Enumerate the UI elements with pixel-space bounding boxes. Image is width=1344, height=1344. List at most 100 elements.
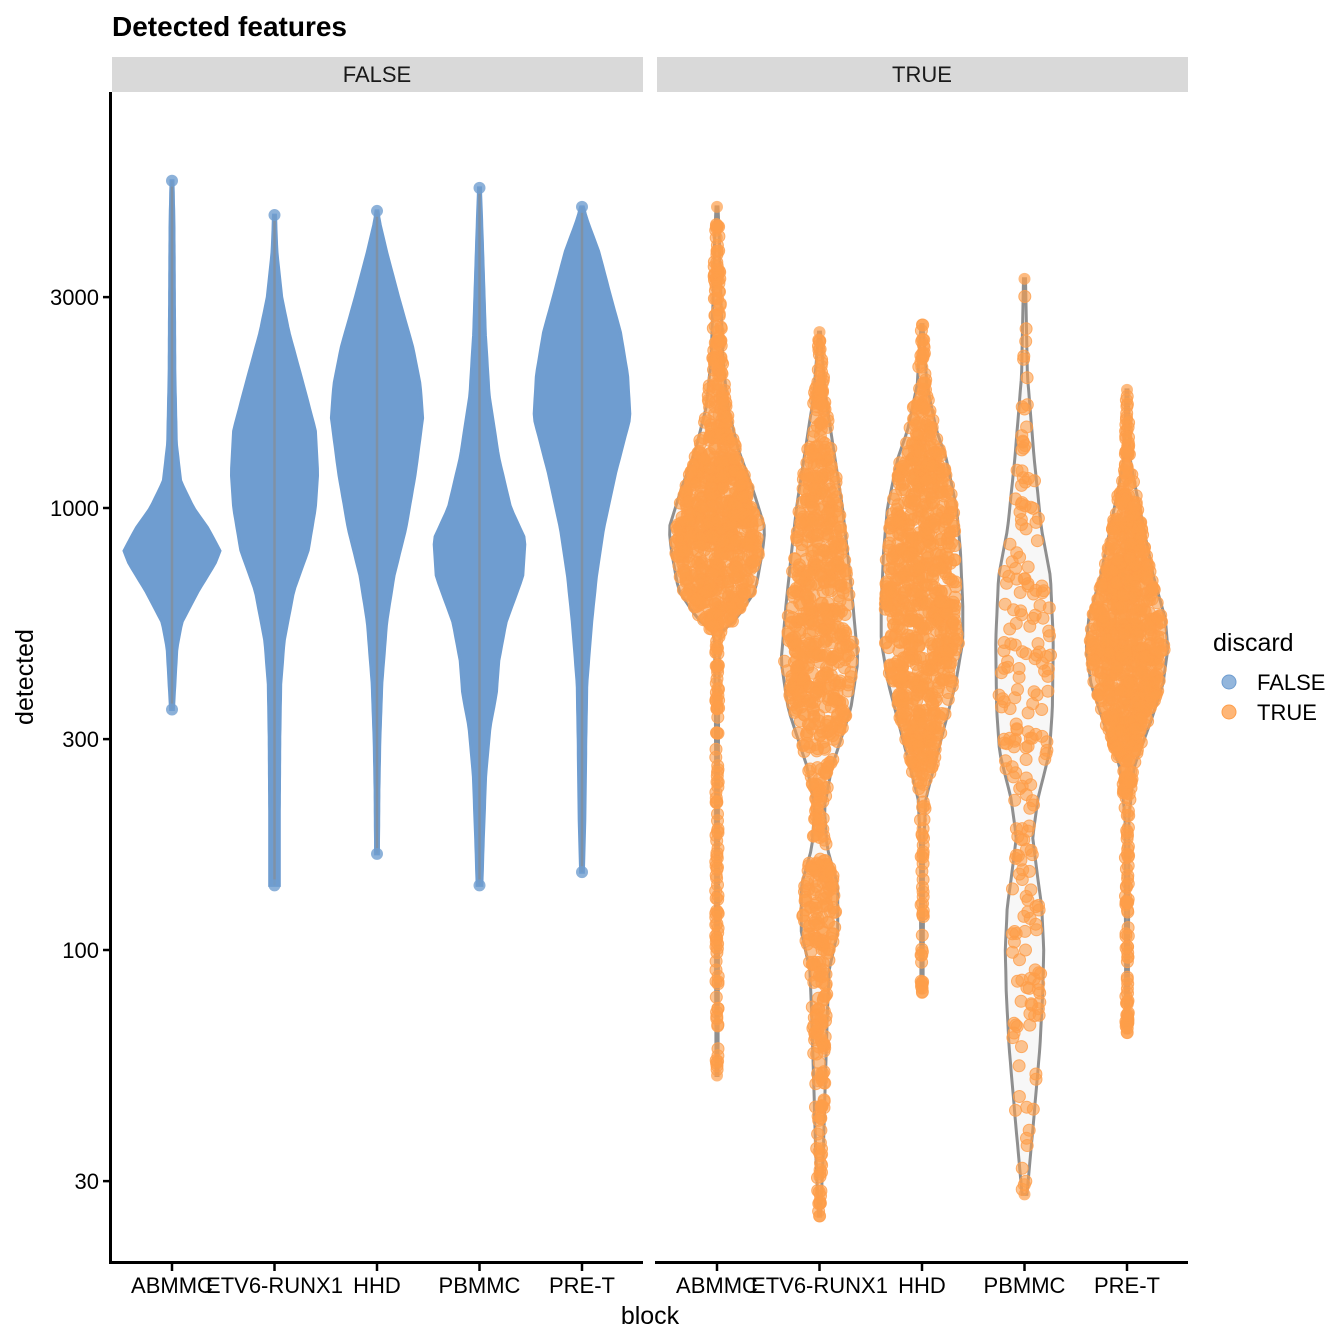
data-point: [942, 540, 956, 554]
data-point: [711, 377, 725, 391]
data-point: [683, 530, 697, 544]
data-point: [1110, 576, 1123, 590]
data-point: [1034, 967, 1048, 981]
data-point: [710, 796, 724, 809]
data-point: [812, 339, 825, 353]
data-point: [268, 209, 281, 222]
data-point: [1099, 632, 1113, 646]
data-point: [711, 775, 725, 789]
data-point: [805, 777, 819, 791]
data-point: [711, 905, 725, 919]
data-point: [708, 357, 721, 371]
data-point: [803, 638, 817, 652]
data-point: [1114, 600, 1128, 614]
data-point: [1149, 689, 1163, 703]
data-point: [817, 602, 831, 615]
data-point: [706, 607, 720, 621]
data-point: [1008, 691, 1022, 705]
data-point: [920, 507, 934, 521]
data-point: [1000, 737, 1014, 751]
data-point: [1020, 981, 1034, 995]
data-point: [929, 563, 943, 577]
data-point: [1023, 801, 1037, 815]
data-point: [916, 800, 930, 814]
chart-title: Detected features: [112, 11, 347, 42]
plot-area: [122, 174, 1171, 1223]
data-point: [1012, 1090, 1026, 1103]
x-tick-label: PBMMC: [439, 1273, 521, 1298]
data-point: [1119, 927, 1133, 941]
data-point: [726, 432, 740, 446]
data-point: [805, 862, 819, 876]
data-point: [1121, 895, 1135, 909]
data-point: [709, 694, 723, 708]
data-point: [1121, 383, 1133, 396]
data-point: [711, 826, 725, 840]
legend-label-true: TRUE: [1257, 700, 1317, 725]
data-point: [824, 865, 837, 879]
data-point: [725, 614, 739, 628]
data-point: [1042, 624, 1056, 638]
data-point: [941, 692, 955, 706]
data-point: [936, 465, 950, 479]
data-point: [1012, 1059, 1026, 1073]
data-point: [916, 857, 930, 871]
data-point: [1143, 701, 1157, 715]
data-point: [886, 513, 900, 527]
data-point: [711, 514, 725, 528]
data-point: [711, 546, 725, 560]
data-point: [1019, 943, 1032, 957]
y-tick-label: 300: [62, 727, 99, 752]
data-point: [813, 1167, 827, 1181]
data-point: [1010, 463, 1024, 477]
data-point: [885, 550, 899, 564]
data-point: [1018, 402, 1031, 416]
data-point: [1025, 998, 1039, 1012]
data-point: [1035, 586, 1049, 600]
x-tick-label: ETV6-RUNX1: [206, 1273, 343, 1298]
data-point: [810, 458, 824, 472]
data-point: [1013, 550, 1027, 564]
data-point: [709, 659, 723, 673]
data-point: [822, 681, 836, 695]
x-tick-label: PBMMC: [984, 1273, 1066, 1298]
data-point: [1023, 1018, 1037, 1032]
data-point: [905, 531, 919, 545]
data-point: [1107, 525, 1121, 539]
data-point: [833, 594, 847, 608]
data-point: [1032, 903, 1046, 917]
data-point: [710, 1056, 724, 1070]
data-point: [817, 544, 831, 558]
data-point: [821, 942, 835, 956]
data-point: [737, 587, 751, 601]
data-point: [576, 200, 588, 213]
data-point: [841, 684, 855, 698]
data-point: [793, 596, 807, 610]
legend-key-false: [1221, 674, 1237, 690]
data-point: [711, 1069, 723, 1082]
data-point: [732, 548, 746, 562]
data-point: [1008, 793, 1022, 807]
data-point: [1121, 1026, 1133, 1039]
data-point: [942, 571, 955, 585]
data-point: [166, 174, 178, 187]
data-point: [709, 954, 723, 968]
data-point: [1127, 499, 1141, 513]
data-point: [713, 298, 727, 312]
data-point: [1138, 649, 1152, 663]
data-point: [690, 592, 703, 606]
data-point: [809, 685, 823, 699]
data-point: [682, 513, 696, 527]
legend-label-false: FALSE: [1257, 670, 1325, 695]
data-point: [823, 904, 837, 918]
data-point: [1102, 688, 1116, 702]
data-point: [725, 601, 739, 614]
data-point: [1134, 711, 1148, 725]
data-point: [1014, 994, 1028, 1008]
data-point: [800, 728, 814, 742]
data-point: [819, 718, 833, 732]
data-point: [1018, 272, 1031, 285]
data-point: [707, 255, 721, 269]
data-point: [904, 629, 918, 643]
data-point: [998, 597, 1012, 611]
